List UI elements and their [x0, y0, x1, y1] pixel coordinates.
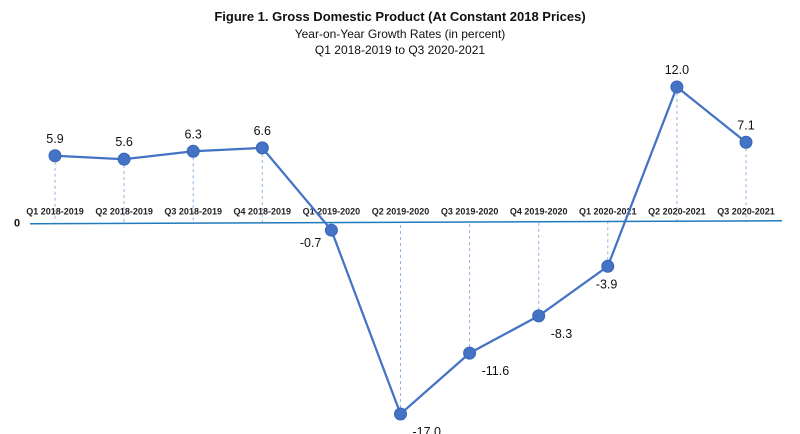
- data-point-4: [255, 141, 269, 155]
- category-label-8: Q4 2019-2020: [510, 206, 568, 216]
- data-point-8: [532, 309, 546, 323]
- data-point-2: [117, 152, 131, 166]
- category-label-4: Q4 2018-2019: [234, 206, 292, 216]
- value-label-1: 5.9: [46, 132, 63, 146]
- data-point-10: [670, 80, 684, 94]
- chart-subtitle-period: Q1 2018-2019 to Q3 2020-2021: [314, 43, 486, 57]
- category-label-6: Q2 2019-2020: [372, 206, 430, 216]
- category-label-11: Q3 2020-2021: [717, 206, 775, 216]
- chart-subtitle-growth: Year-on-Year Growth Rates (in percent): [294, 27, 506, 41]
- value-label-7: -11.6: [482, 364, 510, 378]
- category-label-1: Q1 2018-2019: [26, 206, 84, 216]
- value-label-2: 5.6: [115, 135, 132, 149]
- value-labels: 5.9 5.6 6.3 6.6 -0.7 -17.0 -11.6 -8.3 -3.9 12.0 7.…: [46, 63, 754, 434]
- data-point-7: [463, 346, 477, 360]
- value-label-10: 12.0: [665, 63, 689, 77]
- value-label-3: 6.3: [185, 127, 202, 141]
- category-labels: Q1 2018-2019 Q2 2018-2019 Q3 2018-2019 Q4 2…: [26, 206, 775, 216]
- zero-axis-line: [29, 220, 783, 225]
- category-label-7: Q3 2019-2020: [441, 206, 499, 216]
- data-points: [48, 80, 753, 421]
- chart-header: Figure 1. Gross Domestic Product (At Con…: [0, 8, 800, 58]
- category-label-10: Q2 2020-2021: [648, 206, 706, 216]
- data-point-11: [739, 135, 753, 149]
- zero-axis-label: 0: [14, 217, 20, 229]
- data-point-6: [394, 407, 407, 421]
- category-label-9: Q1 2020-2021: [579, 206, 637, 216]
- value-label-6: -17.0: [413, 425, 442, 434]
- value-label-9: -3.9: [596, 277, 618, 291]
- category-label-3: Q3 2018-2019: [164, 206, 222, 216]
- category-label-2: Q2 2018-2019: [95, 206, 153, 216]
- data-point-1: [48, 149, 62, 163]
- value-label-11: 7.1: [737, 118, 754, 132]
- value-label-8: -8.3: [551, 327, 573, 341]
- data-point-9: [601, 259, 615, 273]
- category-label-5: Q1 2019-2020: [303, 206, 361, 216]
- data-point-3: [186, 144, 200, 158]
- drop-lines: [54, 87, 747, 414]
- data-point-5: [324, 223, 338, 237]
- value-label-4: 6.6: [254, 124, 271, 138]
- chart-title: Figure 1. Gross Domestic Product (At Con…: [214, 9, 586, 24]
- value-label-5: -0.7: [300, 236, 322, 250]
